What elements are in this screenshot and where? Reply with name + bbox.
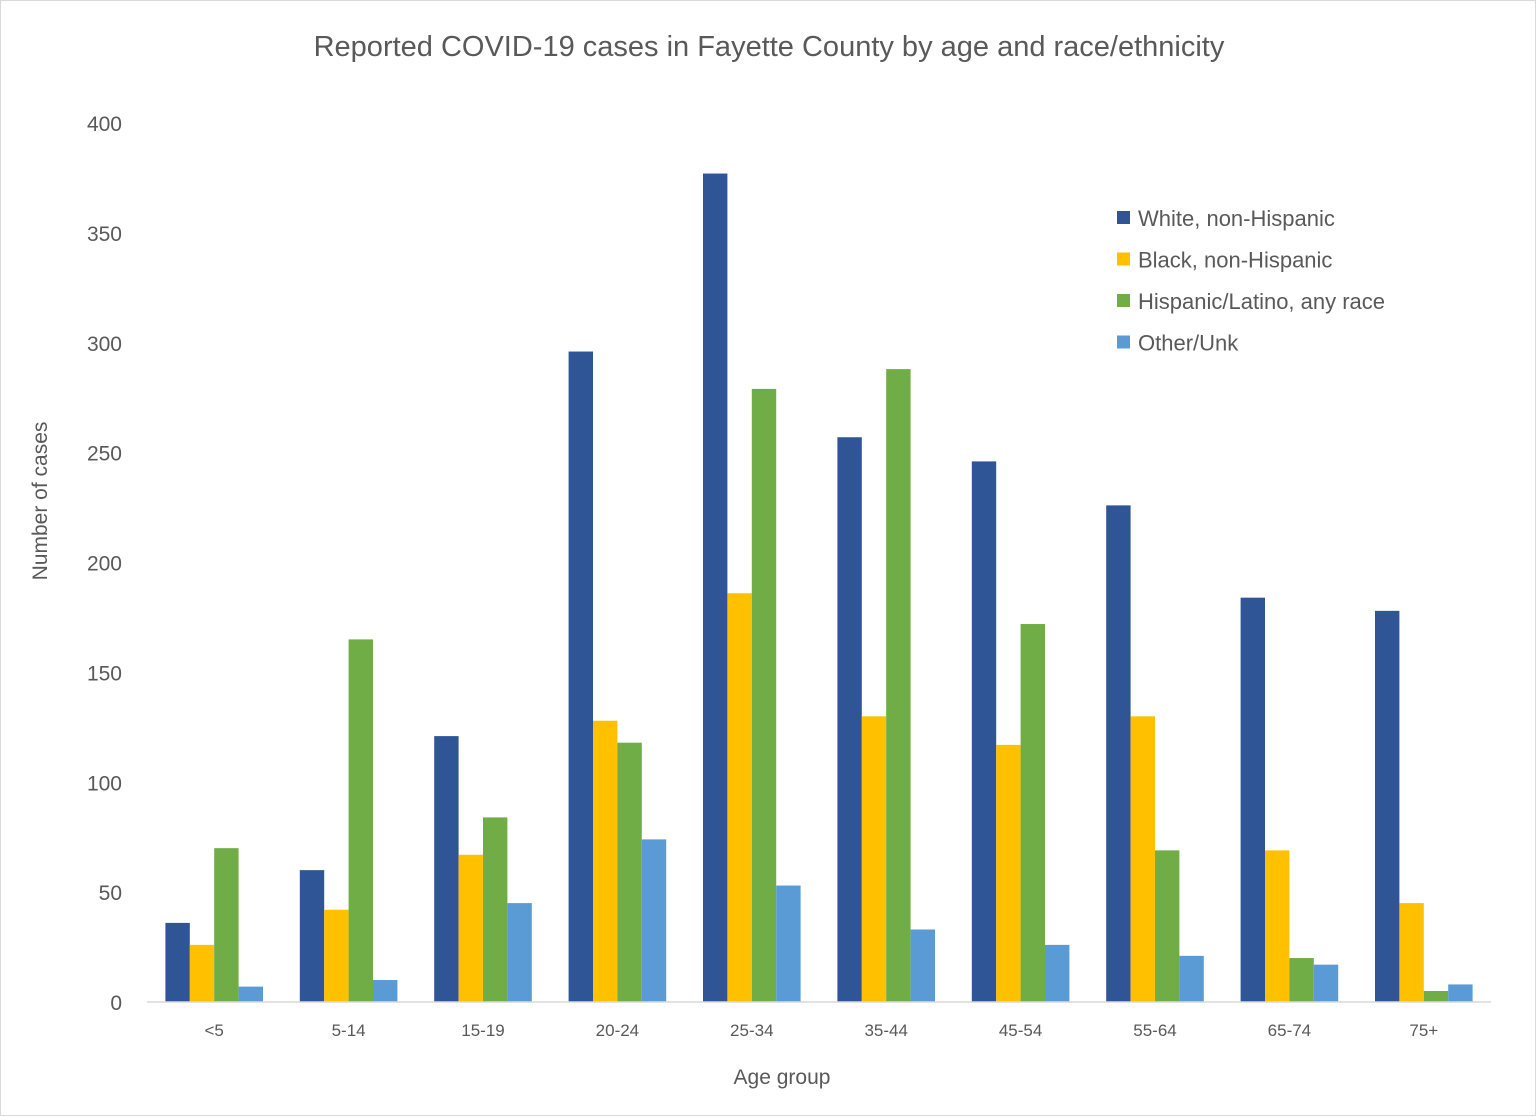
legend-label: White, non-Hispanic — [1138, 206, 1335, 231]
legend-swatch — [1117, 294, 1130, 307]
legend-swatch — [1117, 252, 1130, 266]
bar-hispanic-latino-any-race-65-74 — [1289, 958, 1314, 1002]
bar-hispanic-latino-any-race-5-14 — [348, 639, 373, 1002]
y-tick-label: 100 — [87, 772, 122, 795]
bar-hispanic-latino-any-race-35-44 — [886, 369, 911, 1002]
bar-series-group — [165, 173, 1473, 1003]
bar-white-non-hispanic-55-64 — [1106, 505, 1131, 1002]
x-tick-label: 65-74 — [1268, 1021, 1311, 1040]
bar-hispanic-latino-any-race-45-54 — [1020, 624, 1045, 1002]
legend-label: Hispanic/Latino, any race — [1138, 289, 1385, 314]
y-axis-ticks: 0 50 100 150 200 250 300 350 400 — [87, 113, 122, 1015]
bar-black-non-hispanic-15-19 — [458, 854, 483, 1002]
bar-other-unk-5-14 — [373, 980, 398, 1002]
x-tick-label: <5 — [205, 1021, 224, 1040]
x-tick-label: 45-54 — [999, 1021, 1042, 1040]
bar-hispanic-latino-any-race-75+ — [1423, 991, 1449, 1002]
y-tick-label: 50 — [99, 882, 122, 905]
y-tick-label: 350 — [87, 223, 122, 246]
bar-other-unk-55-64 — [1179, 955, 1204, 1002]
x-axis-categories: <5 5-14 15-19 20-24 25-34 35-44 45-54 55-64 65-7… — [205, 1021, 1439, 1040]
legend: White, non-Hispanic Black, non-Hispanic Hi… — [1117, 206, 1385, 356]
y-tick-label: 250 — [87, 443, 122, 466]
bar-black-non-hispanic-45-54 — [996, 744, 1021, 1002]
y-tick-label: 0 — [110, 992, 122, 1015]
bar-black-non-hispanic-5-14 — [324, 909, 349, 1002]
bar-white-non-hispanic-15-19 — [434, 736, 459, 1002]
bar-black-non-hispanic-20-24 — [593, 720, 618, 1002]
y-tick-label: 150 — [87, 662, 122, 685]
legend-swatch — [1117, 335, 1130, 349]
bar-hispanic-latino-any-race-25-34 — [751, 388, 777, 1002]
bar-white-non-hispanic-75+ — [1375, 610, 1400, 1002]
legend-label: Other/Unk — [1138, 331, 1239, 356]
bar-white-non-hispanic-25-34 — [703, 173, 728, 1003]
bar-hispanic-latino-any-race-55-64 — [1155, 850, 1180, 1002]
x-tick-label: 20-24 — [596, 1021, 639, 1040]
bar-other-unk-75+ — [1448, 984, 1473, 1002]
bar-hispanic-latino-any-race-<5 — [214, 848, 239, 1002]
bar-white-non-hispanic-45-54 — [971, 461, 997, 1002]
bar-hispanic-latino-any-race-15-19 — [483, 817, 508, 1002]
x-tick-label: 75+ — [1409, 1021, 1438, 1040]
y-tick-label: 200 — [87, 553, 122, 576]
bar-other-unk-<5 — [238, 986, 263, 1002]
bar-white-non-hispanic-65-74 — [1240, 597, 1265, 1002]
bar-black-non-hispanic-75+ — [1399, 903, 1424, 1002]
bar-black-non-hispanic-35-44 — [861, 716, 887, 1002]
x-tick-label: 25-34 — [730, 1021, 773, 1040]
x-axis-label: Age group — [734, 1066, 831, 1089]
bar-hispanic-latino-any-race-20-24 — [617, 742, 642, 1002]
x-tick-label: 55-64 — [1133, 1021, 1176, 1040]
x-tick-label: 15-19 — [461, 1021, 504, 1040]
bar-other-unk-35-44 — [910, 929, 935, 1002]
bar-other-unk-25-34 — [776, 885, 801, 1002]
bar-other-unk-15-19 — [507, 903, 532, 1002]
bar-white-non-hispanic-35-44 — [837, 437, 862, 1002]
y-axis-label: Number of cases — [29, 422, 52, 581]
bar-white-non-hispanic-20-24 — [568, 351, 593, 1002]
bar-black-non-hispanic-<5 — [189, 944, 215, 1002]
bar-white-non-hispanic-<5 — [165, 922, 190, 1002]
bar-black-non-hispanic-55-64 — [1130, 716, 1155, 1002]
bar-other-unk-65-74 — [1313, 964, 1339, 1002]
bar-other-unk-45-54 — [1045, 944, 1070, 1002]
bar-black-non-hispanic-25-34 — [727, 593, 752, 1002]
y-tick-label: 400 — [87, 113, 122, 136]
x-tick-label: 35-44 — [864, 1021, 907, 1040]
y-tick-label: 300 — [87, 333, 122, 356]
bar-white-non-hispanic-5-14 — [299, 870, 325, 1002]
chart-title: Reported COVID-19 cases in Fayette Count… — [314, 31, 1225, 63]
bar-other-unk-20-24 — [641, 839, 667, 1002]
legend-swatch — [1117, 211, 1130, 224]
bar-black-non-hispanic-65-74 — [1265, 850, 1290, 1002]
x-tick-label: 5-14 — [332, 1021, 366, 1040]
legend-label: Black, non-Hispanic — [1138, 248, 1332, 273]
